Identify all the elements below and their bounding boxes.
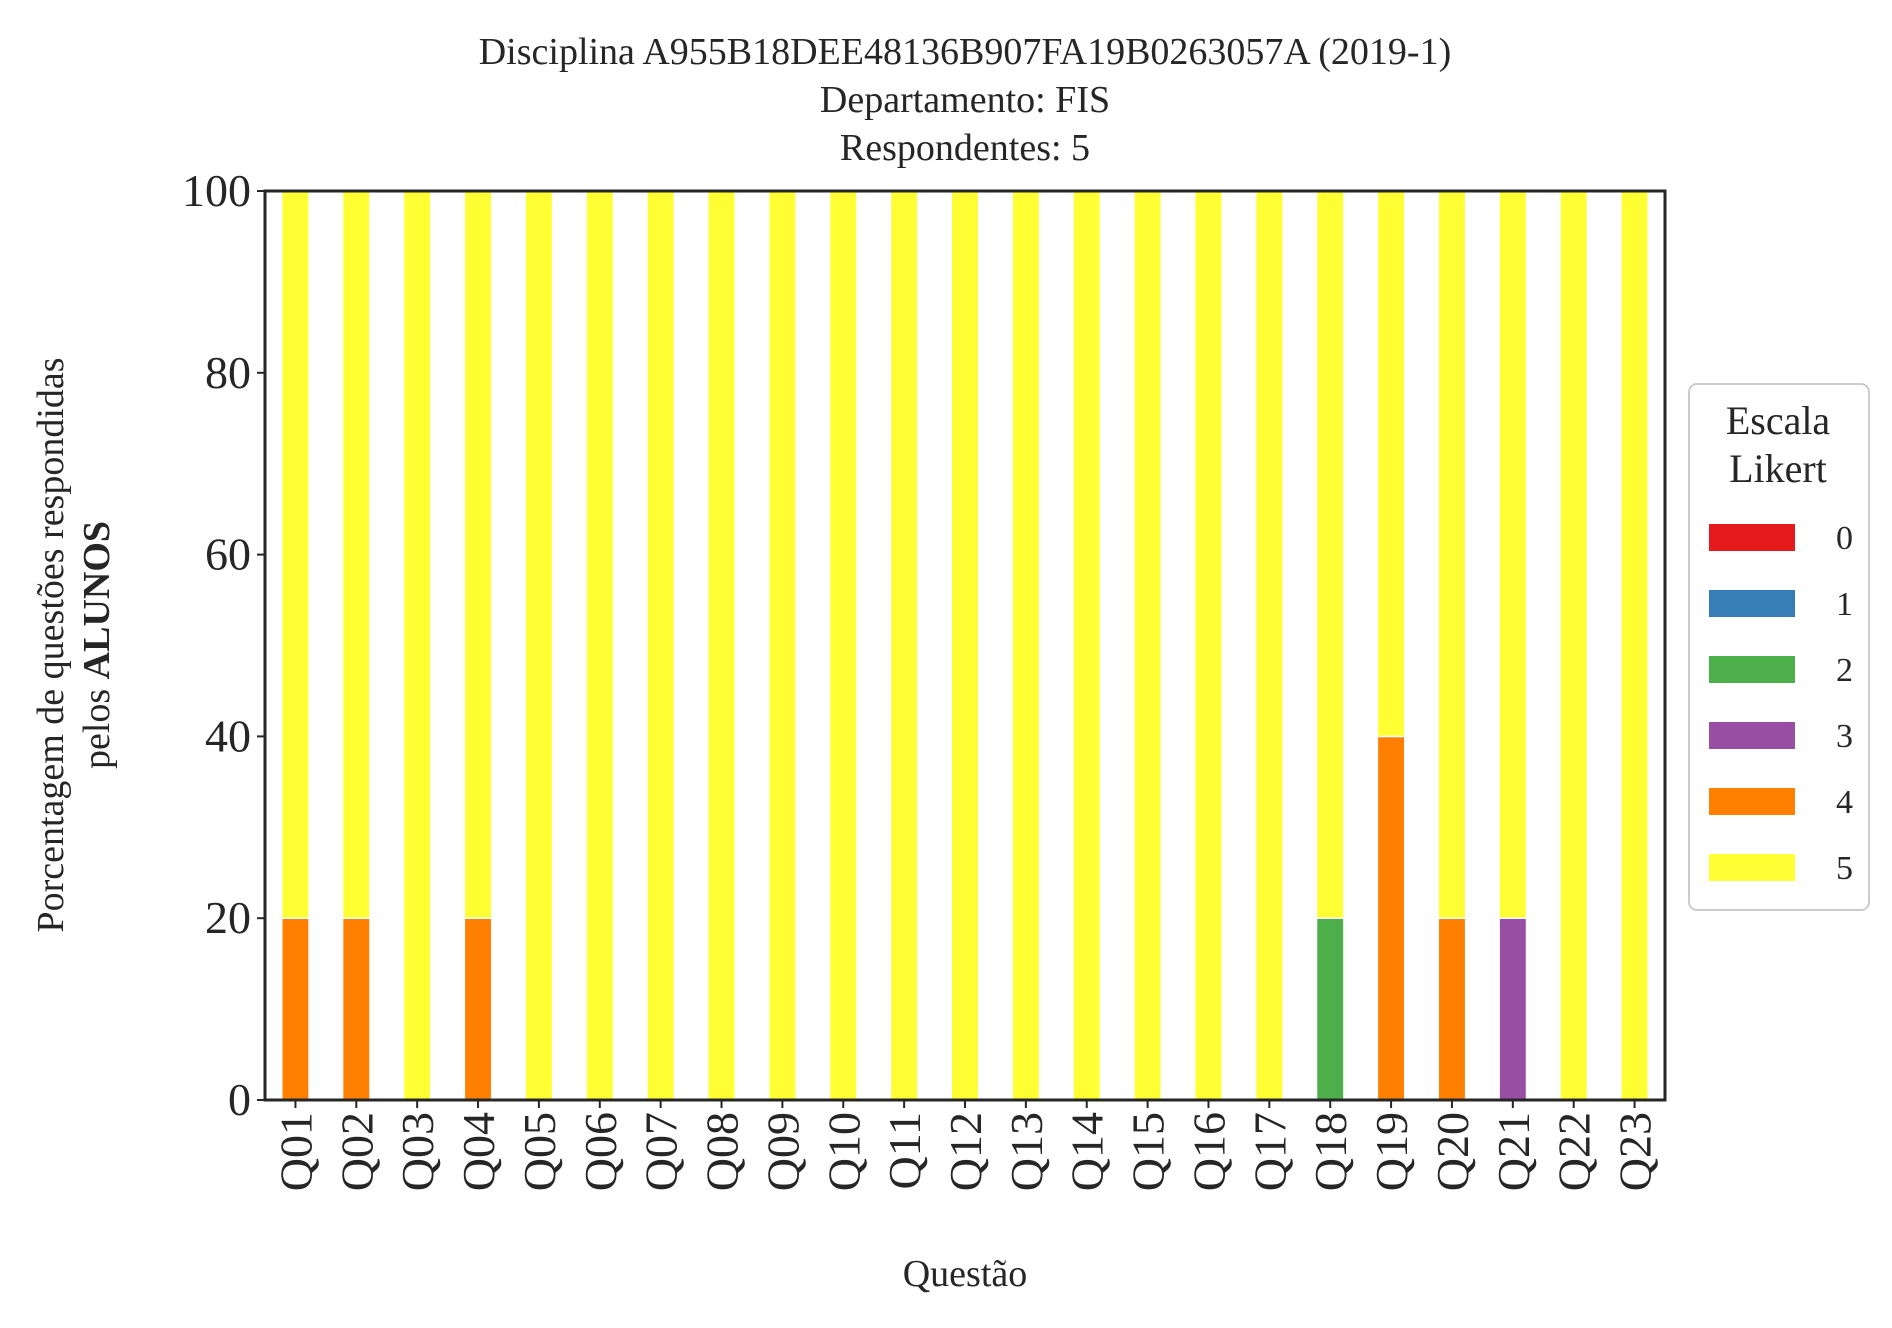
bar-q17-likert-5 xyxy=(1254,190,1284,1101)
y-tick-label: 60 xyxy=(205,529,251,580)
x-axis-label: Questão xyxy=(903,1253,1028,1295)
x-tick-label-q22: Q22 xyxy=(1549,1112,1600,1191)
x-tick-label-q09: Q09 xyxy=(757,1112,808,1191)
legend-title-line-1: Escala xyxy=(1726,398,1831,443)
legend-label-0: 0 xyxy=(1836,520,1853,557)
bar-q02-likert-4 xyxy=(341,917,371,1101)
bar-q10-likert-5 xyxy=(828,190,858,1101)
bar-q01-likert-5 xyxy=(280,190,310,919)
bar-q08-likert-5 xyxy=(707,190,736,1101)
bar-q19-likert-5 xyxy=(1376,190,1406,738)
legend-swatch-1 xyxy=(1709,590,1795,617)
legend-label-1: 1 xyxy=(1836,586,1853,623)
x-tick-label-q21: Q21 xyxy=(1488,1112,1539,1191)
legend-swatch-0 xyxy=(1709,524,1795,551)
bar-q03-likert-5 xyxy=(402,190,432,1101)
legend-swatch-4 xyxy=(1709,788,1795,815)
bar-q06-likert-5 xyxy=(585,190,615,1101)
x-tick-label-q19: Q19 xyxy=(1366,1112,1417,1191)
x-tick-label-q17: Q17 xyxy=(1244,1112,1295,1191)
x-tick-label-q15: Q15 xyxy=(1123,1112,1174,1191)
x-tick-label-q07: Q07 xyxy=(636,1112,687,1191)
bar-q02-likert-5 xyxy=(341,190,371,919)
bar-q20-likert-5 xyxy=(1437,190,1467,919)
x-tick-label-q16: Q16 xyxy=(1183,1112,1234,1191)
y-tick-label: 40 xyxy=(205,710,251,761)
title-line-2: Departamento: FIS xyxy=(820,79,1110,121)
bar-q12-likert-5 xyxy=(950,190,980,1101)
bars-group xyxy=(280,190,1650,1101)
bar-q14-likert-5 xyxy=(1072,190,1102,1101)
bar-q20-likert-4 xyxy=(1437,917,1467,1101)
y-axis-label: Porcentagem de questões respondidas pelo… xyxy=(30,357,118,932)
bar-q04-likert-4 xyxy=(463,917,493,1101)
legend-title-line-2: Likert xyxy=(1729,446,1827,491)
bar-q04-likert-5 xyxy=(463,190,493,919)
x-tick-label-q13: Q13 xyxy=(1001,1112,1052,1191)
title-line-1: Disciplina A955B18DEE48136B907FA19B02630… xyxy=(479,31,1452,73)
x-tick-label-q08: Q08 xyxy=(697,1112,748,1191)
x-tick-label-q11: Q11 xyxy=(879,1112,930,1190)
legend-swatch-2 xyxy=(1709,656,1795,683)
bar-q21-likert-3 xyxy=(1498,917,1528,1101)
x-tick-label-q03: Q03 xyxy=(392,1112,443,1191)
bar-q05-likert-5 xyxy=(524,190,554,1101)
legend-label-3: 3 xyxy=(1836,718,1853,755)
bar-q15-likert-5 xyxy=(1133,190,1163,1101)
y-axis-label-line-2: pelos ALUNOS xyxy=(76,521,118,769)
bar-q18-likert-2 xyxy=(1315,917,1345,1101)
legend: Escala Likert 0 1 2 3 4 5 xyxy=(1688,383,1870,911)
x-tick-label-q20: Q20 xyxy=(1427,1112,1478,1191)
bar-q23-likert-5 xyxy=(1620,190,1650,1101)
y-axis-label-line-1: Porcentagem de questões respondidas xyxy=(30,357,72,932)
bar-q18-likert-5 xyxy=(1315,190,1345,919)
bar-q07-likert-5 xyxy=(646,190,676,1101)
x-tick-label-q06: Q06 xyxy=(575,1112,626,1191)
x-axis-ticks: Q01 Q02 Q03 Q04 Q05 Q06 Q07 Q08 Q09 Q10 Q11 Q12 Q13 Q… xyxy=(270,1100,1661,1191)
x-tick-label-q23: Q23 xyxy=(1610,1112,1661,1191)
y-axis-label-prefix: pelos xyxy=(76,679,118,769)
legend-label-2: 2 xyxy=(1836,652,1853,689)
legend-swatch-5 xyxy=(1709,854,1795,881)
plot-frame xyxy=(263,189,1667,1102)
y-tick-label: 20 xyxy=(205,892,251,943)
x-tick-label-q01: Q01 xyxy=(270,1112,321,1191)
chart-title: Disciplina A955B18DEE48136B907FA19B02630… xyxy=(479,31,1452,169)
y-tick-label: 0 xyxy=(228,1074,251,1125)
bar-q09-likert-5 xyxy=(767,190,797,1101)
bar-q22-likert-5 xyxy=(1559,190,1589,1101)
x-tick-label-q04: Q04 xyxy=(453,1112,504,1191)
bar-q01-likert-4 xyxy=(280,917,310,1101)
y-axis-label-bold: ALUNOS xyxy=(76,521,118,679)
bar-q16-likert-5 xyxy=(1194,190,1223,1101)
legend-label-5: 5 xyxy=(1836,850,1853,887)
x-tick-label-q10: Q10 xyxy=(818,1112,869,1191)
y-tick-label: 80 xyxy=(205,347,251,398)
y-axis-ticks: 0 20 40 60 80 100 xyxy=(182,165,265,1125)
x-tick-label-q05: Q05 xyxy=(514,1112,565,1191)
bar-q19-likert-4 xyxy=(1376,735,1406,1101)
x-tick-label-q12: Q12 xyxy=(940,1112,991,1191)
y-tick-label: 100 xyxy=(182,165,251,216)
bar-q21-likert-5 xyxy=(1498,190,1528,919)
bar-q11-likert-5 xyxy=(889,190,919,1101)
x-tick-label-q18: Q18 xyxy=(1305,1112,1356,1191)
title-line-3: Respondentes: 5 xyxy=(840,127,1090,169)
legend-frame xyxy=(1688,383,1870,911)
bar-q13-likert-5 xyxy=(1011,190,1041,1101)
x-tick-label-q02: Q02 xyxy=(331,1112,382,1191)
x-tick-label-q14: Q14 xyxy=(1062,1112,1113,1191)
legend-swatch-3 xyxy=(1709,722,1795,749)
legend-items: 0 1 2 3 4 5 xyxy=(1709,520,1853,887)
legend-label-4: 4 xyxy=(1836,784,1853,821)
